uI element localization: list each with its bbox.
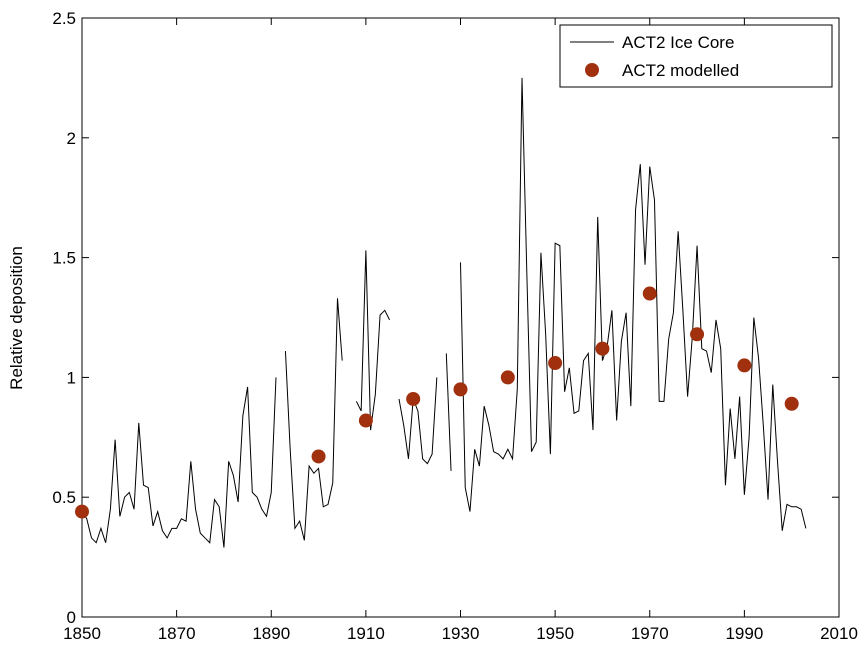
data-point — [358, 413, 373, 428]
data-point — [595, 341, 610, 356]
y-tick-label: 1.5 — [52, 249, 76, 268]
data-point — [406, 391, 421, 406]
data-point — [690, 327, 705, 342]
data-line — [398, 377, 438, 465]
legend-swatch — [585, 63, 599, 77]
plot-frame — [81, 17, 840, 618]
x-tick-label: 1990 — [725, 624, 763, 643]
data-point — [737, 358, 752, 373]
data-line — [355, 250, 390, 431]
legend-label: ACT2 Ice Core — [622, 33, 734, 52]
legend-label: ACT2 modelled — [622, 61, 739, 80]
data-point — [311, 449, 326, 464]
x-tick-label: 1870 — [158, 624, 196, 643]
data-point — [548, 356, 563, 371]
data-point — [453, 382, 468, 397]
y-tick-label: 2.5 — [52, 9, 76, 28]
y-axis-label: Relative deposition — [7, 246, 26, 390]
data-line — [284, 298, 343, 541]
x-tick-label: 2010 — [820, 624, 858, 643]
y-tick-label: 0 — [67, 608, 76, 627]
data-point — [642, 286, 657, 301]
x-tick-label: 1910 — [347, 624, 385, 643]
data-line — [445, 353, 452, 471]
x-tick-label: 1950 — [536, 624, 574, 643]
data-point — [75, 504, 89, 519]
x-tick-label: 1930 — [442, 624, 480, 643]
legend-box — [559, 24, 833, 88]
y-tick-label: 0.5 — [52, 488, 76, 507]
x-tick-label: 1890 — [252, 624, 290, 643]
y-tick-label: 2 — [67, 129, 76, 148]
data-point — [500, 370, 515, 385]
data-line — [460, 77, 807, 531]
data-point — [784, 396, 799, 411]
x-tick-label: 1970 — [631, 624, 669, 643]
x-tick-label: 1850 — [63, 624, 101, 643]
y-tick-label: 1 — [67, 368, 76, 387]
data-line — [81, 377, 277, 548]
